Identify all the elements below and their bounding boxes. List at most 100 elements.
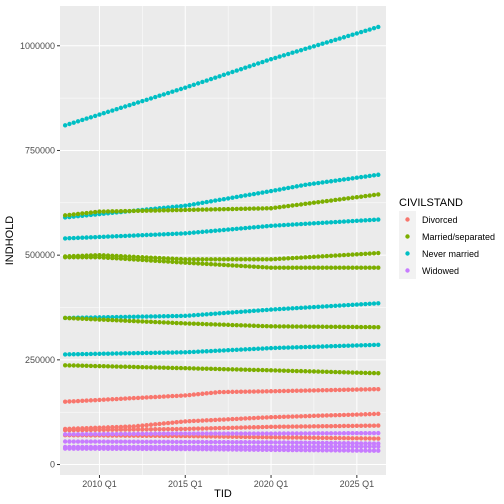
point-never-married xyxy=(67,236,72,241)
point-widowed xyxy=(234,447,239,452)
point-widowed xyxy=(277,447,282,453)
point-divorced xyxy=(303,413,308,419)
point-married-separated xyxy=(230,367,235,372)
point-married-separated xyxy=(350,324,355,330)
point-widowed xyxy=(255,440,261,445)
point-married-separated xyxy=(234,206,239,212)
point-divorced xyxy=(131,427,136,432)
point-widowed xyxy=(161,446,167,452)
point-married-separated xyxy=(97,317,102,322)
point-never-married xyxy=(178,86,184,92)
point-never-married xyxy=(92,234,98,240)
point-never-married xyxy=(260,59,265,65)
point-widowed xyxy=(350,441,355,446)
point-divorced xyxy=(363,412,368,417)
point-married-separated xyxy=(187,257,192,262)
point-never-married xyxy=(238,226,244,231)
point-married-separated xyxy=(290,324,295,329)
point-divorced xyxy=(243,425,248,430)
point-never-married xyxy=(303,305,308,310)
point-divorced xyxy=(75,398,81,404)
point-married-separated xyxy=(208,257,214,262)
point-divorced xyxy=(225,389,231,395)
point-widowed xyxy=(135,446,141,452)
point-widowed xyxy=(157,446,162,452)
point-widowed xyxy=(135,431,141,437)
point-married-separated xyxy=(71,255,76,260)
point-widowed xyxy=(92,446,98,451)
point-never-married xyxy=(303,182,308,188)
point-never-married xyxy=(191,202,197,207)
point-widowed xyxy=(286,444,291,450)
point-married-separated xyxy=(153,319,158,325)
point-married-separated xyxy=(251,257,257,262)
point-divorced xyxy=(97,397,102,403)
point-never-married xyxy=(307,182,312,187)
point-divorced xyxy=(127,427,132,432)
point-never-married xyxy=(273,345,278,351)
point-never-married xyxy=(260,190,265,195)
point-widowed xyxy=(367,448,372,453)
point-married-separated xyxy=(316,324,321,329)
point-divorced xyxy=(260,415,265,420)
point-never-married xyxy=(213,348,218,354)
point-married-separated xyxy=(200,257,205,262)
point-never-married xyxy=(92,351,98,357)
point-married-separated xyxy=(311,324,317,329)
point-widowed xyxy=(328,440,334,446)
point-widowed xyxy=(165,431,171,436)
point-never-married xyxy=(286,222,291,228)
point-widowed xyxy=(298,431,304,436)
point-widowed xyxy=(354,444,360,449)
point-married-separated xyxy=(62,213,68,218)
point-widowed xyxy=(251,447,257,452)
point-divorced xyxy=(316,413,321,418)
point-married-separated xyxy=(140,364,145,370)
point-never-married xyxy=(303,344,308,350)
point-never-married xyxy=(328,38,334,44)
point-married-separated xyxy=(195,366,201,371)
point-married-separated xyxy=(354,370,360,375)
point-married-separated xyxy=(174,365,179,371)
point-never-married xyxy=(298,305,304,311)
point-widowed xyxy=(376,448,381,453)
point-divorced xyxy=(367,411,372,417)
point-never-married xyxy=(273,55,278,61)
point-never-married xyxy=(191,349,197,355)
point-never-married xyxy=(183,350,188,355)
point-divorced xyxy=(294,424,299,429)
point-married-separated xyxy=(238,263,244,269)
point-married-separated xyxy=(303,201,308,207)
point-married-separated xyxy=(140,208,145,213)
point-divorced xyxy=(286,424,291,429)
point-never-married xyxy=(88,351,94,357)
point-married-separated xyxy=(277,204,282,210)
point-never-married xyxy=(101,351,106,356)
point-widowed xyxy=(230,447,235,452)
point-married-separated xyxy=(251,206,257,211)
point-widowed xyxy=(123,446,128,452)
point-divorced xyxy=(187,392,192,398)
point-never-married xyxy=(127,102,132,108)
point-widowed xyxy=(277,444,282,450)
point-divorced xyxy=(243,434,248,440)
point-married-separated xyxy=(221,262,227,268)
point-divorced xyxy=(281,388,287,394)
point-married-separated xyxy=(230,263,235,268)
point-married-separated xyxy=(247,264,252,269)
point-never-married xyxy=(268,345,274,351)
point-married-separated xyxy=(204,366,209,371)
point-married-separated xyxy=(238,323,244,328)
point-divorced xyxy=(157,394,162,399)
point-never-married xyxy=(307,45,312,50)
point-never-married xyxy=(157,232,162,237)
y-axis-ticks: 0 250000 500000 750000 1000000 xyxy=(20,41,60,470)
point-widowed xyxy=(92,439,98,444)
point-never-married xyxy=(221,72,227,78)
point-never-married xyxy=(195,349,201,354)
point-never-married xyxy=(358,343,364,348)
point-widowed xyxy=(303,444,308,450)
point-divorced xyxy=(217,389,222,395)
point-widowed xyxy=(298,447,304,453)
point-never-married xyxy=(298,344,304,350)
